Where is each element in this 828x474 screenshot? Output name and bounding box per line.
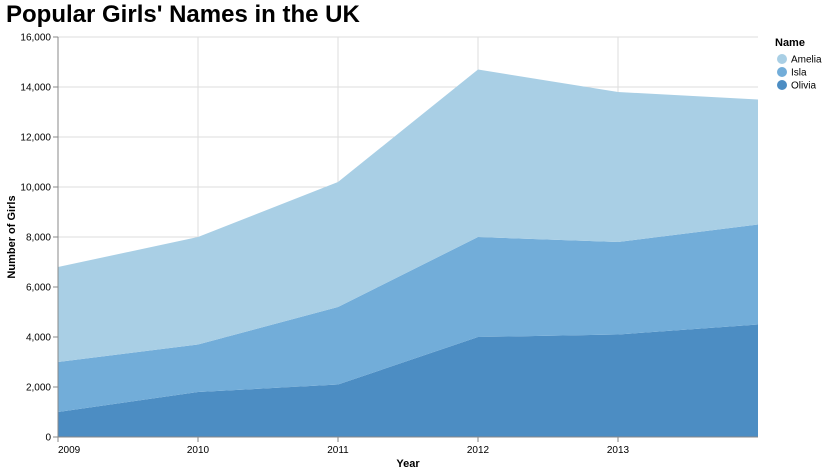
legend-swatch-amelia <box>777 54 787 64</box>
axes: 0 2,000 4,000 6,000 8,000 10,000 12,000 14,000 1… <box>20 33 758 456</box>
legend: Name Amelia Isla Olivia <box>775 37 822 92</box>
legend-swatch-isla <box>777 67 787 77</box>
legend-label-amelia: Amelia <box>791 55 822 66</box>
y-tick-label: 6,000 <box>26 283 51 294</box>
y-tick-label: 14,000 <box>20 83 51 94</box>
area-isla <box>58 224 758 412</box>
chart-title: Popular Girls' Names in the UK <box>6 1 360 28</box>
legend-title: Name <box>775 37 805 49</box>
x-axis-title: Year <box>396 458 420 470</box>
y-tick-label: 0 <box>45 433 51 444</box>
y-tick-label: 2,000 <box>26 383 51 394</box>
y-axis-title: Number of Girls <box>6 195 18 278</box>
area-olivia <box>58 324 758 437</box>
legend-swatch-olivia <box>777 80 787 90</box>
areas <box>58 69 758 437</box>
x-tick-label: 2010 <box>187 445 210 456</box>
legend-label-olivia: Olivia <box>791 81 816 92</box>
legend-label-isla: Isla <box>791 68 807 79</box>
y-tick-label: 8,000 <box>26 233 51 244</box>
x-tick-label: 2011 <box>327 445 349 456</box>
y-tick-label: 4,000 <box>26 333 51 344</box>
x-tick-label: 2012 <box>467 445 490 456</box>
y-tick-label: 12,000 <box>20 133 51 144</box>
area-amelia <box>58 69 758 362</box>
x-tick-label: 2013 <box>607 445 630 456</box>
y-tick-label: 16,000 <box>20 33 51 44</box>
x-tick-label: 2009 <box>58 445 81 456</box>
y-tick-label: 10,000 <box>20 183 51 194</box>
